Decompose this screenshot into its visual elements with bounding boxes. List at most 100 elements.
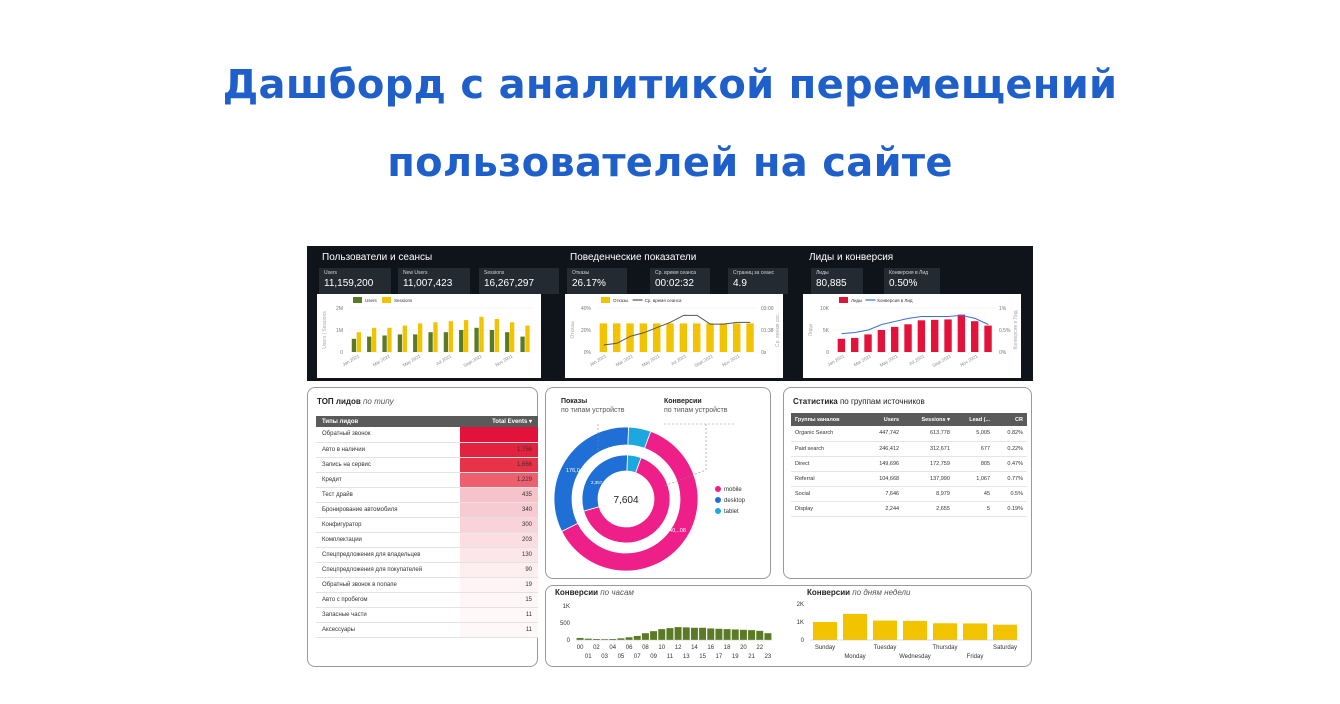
legend-label: mobile [724, 487, 742, 493]
bar [891, 326, 899, 352]
y2-axis-title: Ср. время сес. [775, 313, 781, 347]
title-bold: Показы [561, 398, 588, 405]
table-row[interactable]: Кредит 1,229 [316, 472, 538, 488]
sources-panel: Статистика по группам источников Группы … [783, 387, 1032, 579]
devices-panel: Показы по типам устройств Конверсии по тип… [545, 387, 771, 579]
kpi-label: Sessions [484, 270, 505, 276]
table-row[interactable]: Комплектации 203 [316, 532, 538, 548]
bar [693, 323, 701, 352]
table-row[interactable]: Спецпредложения для покупателей 90 [316, 562, 538, 578]
table-cell: 7,646 [864, 486, 904, 502]
bar [479, 316, 484, 352]
bar [877, 330, 886, 352]
column-header[interactable]: Users [864, 413, 904, 426]
legend-label: Ср. время сеанса [645, 298, 682, 303]
bar [715, 628, 723, 640]
bar [443, 332, 449, 352]
outer-slice [627, 426, 652, 449]
column-header[interactable]: Lead (... [953, 413, 995, 426]
page-title: Дашборд с аналитикой перемещений [222, 62, 1118, 108]
x-tick-label: 07 [634, 654, 641, 660]
table-row[interactable]: Запасные части 11 [316, 607, 538, 623]
bar [351, 338, 357, 352]
table-row[interactable]: Тест драйв 435 [316, 487, 538, 503]
table-cell: 613,778 [903, 426, 954, 442]
legend-label: Отказы [613, 298, 628, 303]
table-row[interactable]: Аксессуары 11 [316, 622, 538, 638]
section-title-behavior: Поведенческие показатели [570, 252, 697, 263]
table-cell: 8,979 [903, 486, 954, 502]
lead-type-cell: Обратный звонок в попапе [316, 577, 460, 593]
table-cell: 0.22% [994, 441, 1027, 457]
table-row[interactable]: Спецпредложения для владельцев 130 [316, 547, 538, 563]
x-tick-label: Monday [844, 654, 865, 660]
x-tick-label: Sept 2021 [932, 353, 953, 368]
y-tick-label: 40% [581, 306, 592, 312]
donut-center-value: 7,604 [613, 495, 638, 506]
table-header-row: Группы каналов Users Sessions ▾ Lead (... CR [791, 413, 1027, 426]
slice-label: 2,357 [591, 480, 603, 485]
conversions-title: Конверсии по типам устройств [664, 397, 727, 415]
bar [674, 627, 682, 640]
bar [706, 323, 714, 352]
kpi-bounce: Отказы 26.17% [567, 268, 627, 294]
x-tick-label: 23 [765, 654, 772, 660]
table-row[interactable]: Запись на сервис 1,666 [316, 457, 538, 473]
y-tick-label: 0% [584, 350, 592, 356]
lead-type-cell: Аксессуары [316, 622, 460, 638]
table-row[interactable]: Обратный звонок в попапе 19 [316, 577, 538, 593]
section-title-leads: Лиды и конверсия [809, 252, 894, 263]
table-cell: 0.5% [994, 486, 1027, 502]
x-tick-label: Wednesday [899, 654, 931, 660]
x-tick-label: 11 [667, 654, 674, 660]
series-line [603, 314, 751, 346]
x-tick-label: 16 [707, 645, 714, 651]
y-tick-label: 5K [823, 328, 830, 334]
series-line [841, 314, 989, 335]
table-row[interactable]: Конфигуратор 300 [316, 517, 538, 533]
kpi-label: New Users [403, 270, 428, 276]
table-row[interactable]: Social 7,646 8,979 45 0.5% [791, 486, 1027, 502]
table-row[interactable]: Обратный звонок [316, 427, 538, 443]
bar [931, 319, 939, 352]
x-tick-label: 02 [593, 645, 600, 651]
title-italic: по часам [600, 588, 634, 597]
x-tick-label: 01 [585, 654, 592, 660]
table-cell: 149,696 [864, 456, 904, 472]
table-row[interactable]: Бронирование автомобиля 340 [316, 502, 538, 518]
bar [418, 323, 423, 352]
column-header[interactable]: CR [994, 413, 1027, 426]
bar [428, 332, 433, 352]
bar [707, 628, 715, 640]
title-sub: по типам устройств [664, 407, 728, 414]
x-tick-label: 06 [626, 645, 633, 651]
bar [505, 332, 510, 352]
title-bold: ТОП лидов [317, 397, 361, 406]
title-italic: по дням недели [852, 588, 911, 597]
x-tick-label: 05 [618, 654, 625, 660]
table-row[interactable]: Referral 104,668 137,990 1,067 0.77% [791, 471, 1027, 487]
legend-swatch [839, 297, 848, 303]
legend-label: desktop [724, 498, 746, 504]
top-leads-title: ТОП лидов по типу [317, 397, 394, 406]
title-bold: Конверсии [555, 588, 599, 597]
column-header-type[interactable]: Типы лидов [316, 416, 460, 427]
table-row[interactable]: Direct 149,696 172,759 805 0.47% [791, 456, 1027, 472]
column-header[interactable]: Sessions ▾ [903, 413, 954, 426]
impressions-title: Показы по типам устройств [561, 397, 624, 415]
table-row[interactable]: Авто с пробегом 15 [316, 592, 538, 608]
column-header-events[interactable]: Total Events ▾ [460, 416, 538, 427]
bar [666, 323, 674, 352]
table-row[interactable]: Display 2,244 2,655 5 0.19% [791, 501, 1027, 517]
x-tick-label: Nov 2021 [721, 353, 741, 367]
x-tick-label: Nov 2021 [494, 353, 514, 367]
table-cell: 0.82% [994, 426, 1027, 442]
table-row[interactable]: Авто в наличии 1,756 [316, 442, 538, 458]
x-tick-label: 14 [691, 645, 698, 651]
table-row[interactable]: Paid search 246,412 312,671 677 0.22% [791, 441, 1027, 457]
column-header[interactable]: Группы каналов [791, 413, 865, 426]
table-row[interactable]: Organic Search 447,742 613,778 5,005 0.82% [791, 426, 1027, 442]
kpi-label: Лиды [816, 270, 829, 276]
legend-label: Users [365, 298, 378, 303]
weekdays-bar-chart: 0 1K 2K Sunday Monday TuesdayWednesdayThursda… [797, 602, 1020, 660]
